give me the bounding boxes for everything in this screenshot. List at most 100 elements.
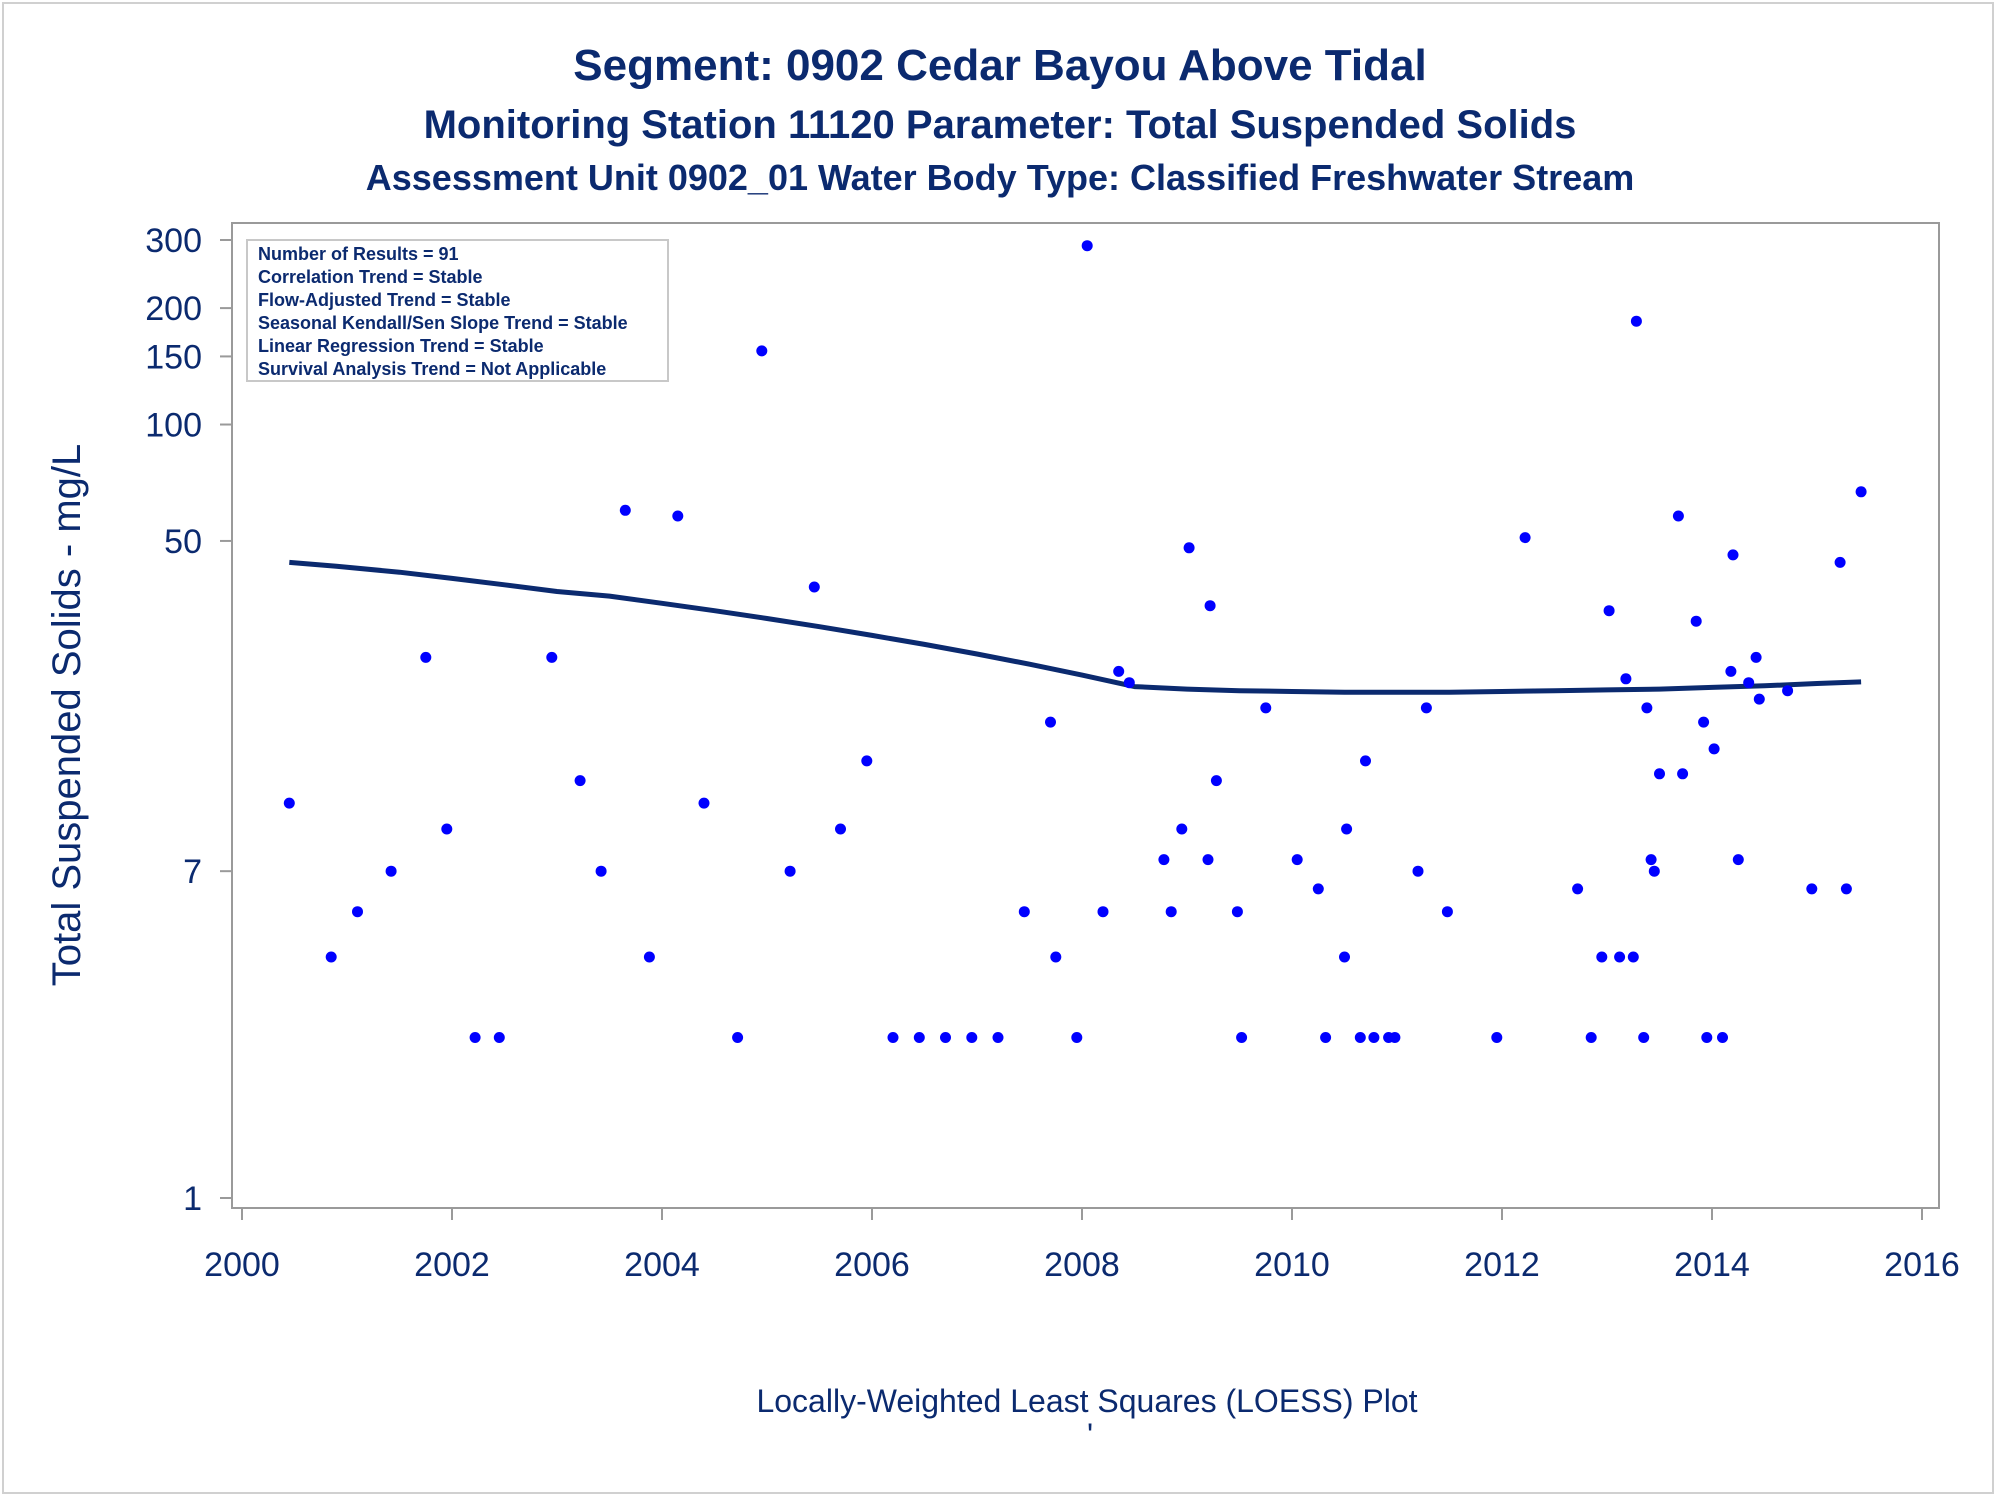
data-point: [1701, 1032, 1713, 1043]
data-point: [1732, 854, 1744, 866]
data-point: [1210, 775, 1222, 787]
stats-box: Number of Results = 91 Correlation Trend…: [246, 239, 669, 382]
data-point: [546, 651, 558, 663]
stats-line-seasonal-kendall: Seasonal Kendall/Sen Slope Trend = Stabl…: [258, 313, 628, 333]
data-point: [1354, 1032, 1366, 1043]
data-point: [420, 651, 432, 663]
data-point: [1630, 315, 1642, 327]
data-point: [1645, 854, 1657, 866]
data-point: [595, 865, 607, 877]
data-point: [835, 823, 846, 835]
data-point: [756, 345, 768, 357]
scatter-points-group: [283, 240, 1867, 1043]
data-point: [1260, 702, 1272, 714]
data-point: [1231, 906, 1243, 918]
data-point: [441, 823, 453, 835]
data-point: [1045, 716, 1056, 728]
data-point: [1603, 605, 1615, 617]
data-point: [1312, 883, 1324, 895]
data-point: [1420, 702, 1432, 714]
data-point: [808, 581, 820, 593]
x-tick-label: 2006: [834, 1246, 910, 1284]
data-point: [1360, 755, 1371, 767]
data-point: [1183, 542, 1195, 554]
data-point: [1236, 1032, 1248, 1043]
data-point: [1717, 1032, 1728, 1043]
stats-line-flow-adjusted: Flow-Adjusted Trend = Stable: [258, 290, 511, 310]
data-point: [1727, 549, 1739, 561]
y-tick-label: 200: [145, 290, 202, 328]
y-tick-label: 150: [145, 338, 202, 376]
data-point: [1202, 854, 1214, 866]
data-point: [1782, 685, 1794, 697]
loess-trend-line: [289, 559, 1862, 695]
x-axis: 2000 2002 2004 2006 2008 2010 2012 2014 2016: [204, 1207, 1960, 1284]
data-point: [1368, 1032, 1380, 1043]
x-tick-label: 2012: [1464, 1246, 1540, 1284]
data-point: [1614, 951, 1626, 963]
data-point: [1412, 865, 1424, 877]
data-point: [619, 504, 631, 516]
data-point: [1725, 665, 1737, 677]
data-point: [1596, 951, 1608, 963]
stats-line-survival: Survival Analysis Trend = Not Applicable: [258, 359, 606, 379]
data-point: [1672, 510, 1684, 522]
data-point: [1654, 768, 1665, 780]
data-point: [940, 1032, 951, 1043]
data-point: [1750, 651, 1762, 663]
x-tick-label: 2002: [414, 1246, 490, 1284]
data-point: [1855, 486, 1867, 498]
x-tick-label: 2014: [1674, 1246, 1750, 1284]
data-point: [1648, 865, 1660, 877]
data-point: [1806, 883, 1818, 895]
data-point: [1113, 665, 1125, 677]
data-point: [1627, 951, 1639, 963]
loess-curve-group: [289, 559, 1862, 695]
data-point: [1519, 532, 1531, 544]
data-point: [1050, 951, 1062, 963]
data-point: [1708, 743, 1720, 755]
stats-line-linear-regression: Linear Regression Trend = Stable: [258, 336, 544, 356]
data-point: [1320, 1032, 1332, 1043]
y-tick-label: 100: [145, 407, 202, 445]
data-point: [283, 797, 295, 809]
x-tick-label: 2010: [1254, 1246, 1330, 1284]
data-point: [1291, 854, 1303, 866]
data-point: [1081, 240, 1093, 252]
plot-footnote: Locally-Weighted Least Squares (LOESS) P…: [756, 1383, 1417, 1419]
data-point: [1491, 1032, 1503, 1043]
data-point: [1677, 768, 1689, 780]
x-tick-label: 2008: [1044, 1246, 1120, 1284]
data-point: [1585, 1032, 1597, 1043]
data-point: [1641, 702, 1653, 714]
data-point: [672, 510, 684, 522]
footnote-mark: ': [1087, 1417, 1093, 1453]
data-point: [1698, 716, 1710, 728]
data-point: [1743, 677, 1755, 689]
data-point: [1840, 883, 1852, 895]
x-tick-label: 2004: [624, 1246, 700, 1284]
data-point: [992, 1032, 1004, 1043]
data-point: [1176, 823, 1188, 835]
data-point: [1018, 906, 1030, 918]
data-point: [1572, 883, 1584, 895]
data-point: [1097, 906, 1109, 918]
data-point: [966, 1032, 978, 1043]
stats-line-correlation: Correlation Trend = Stable: [258, 267, 483, 287]
data-point: [1123, 677, 1135, 689]
data-point: [1441, 906, 1453, 918]
data-point: [1071, 1032, 1083, 1043]
data-point: [1339, 951, 1350, 963]
data-point: [1638, 1032, 1650, 1043]
data-point: [698, 797, 710, 809]
data-point: [1834, 556, 1846, 568]
chart-subtitle-2: Assessment Unit 0902_01 Water Body Type:…: [366, 157, 1635, 198]
data-point: [493, 1032, 505, 1043]
data-point: [913, 1032, 925, 1043]
data-point: [1165, 906, 1177, 918]
stats-line-results: Number of Results = 91: [258, 244, 459, 264]
y-axis-title: Total Suspended Solids - mg/L: [45, 444, 89, 987]
data-point: [784, 865, 796, 877]
data-point: [352, 906, 363, 918]
